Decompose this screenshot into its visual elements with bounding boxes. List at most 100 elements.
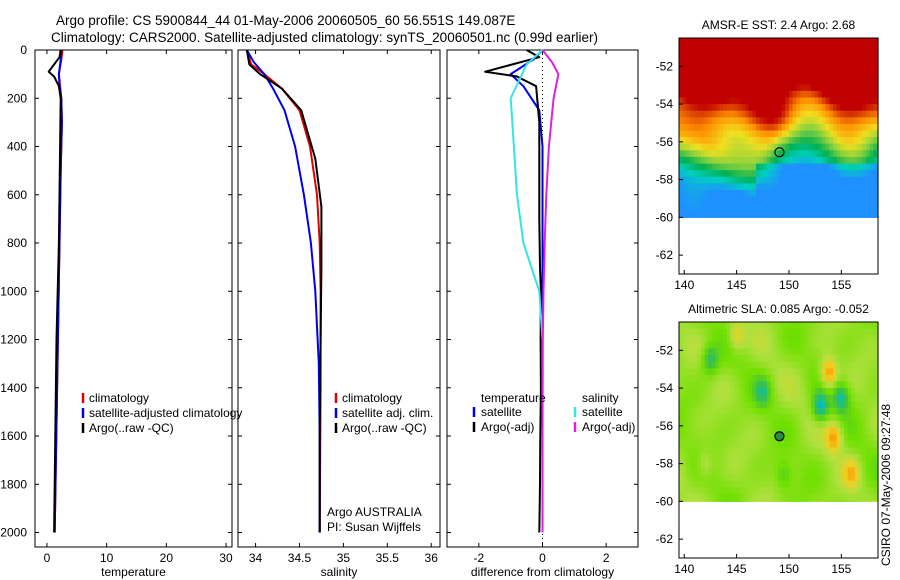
sla_map-heatmap-cell — [781, 440, 786, 449]
sla_map-heatmap-cell — [869, 500, 874, 502]
sla_map-heatmap-cell — [792, 480, 797, 488]
sla_map-heatmap-cell — [730, 394, 735, 402]
sla_map-heatmap-cell — [737, 447, 742, 455]
sst_map-heatmap-cell — [701, 130, 706, 138]
sla_map-heatmap-cell — [719, 454, 724, 462]
sla_map-heatmap-cell — [704, 454, 709, 462]
sst_map-heatmap-cell — [701, 64, 706, 72]
sst_map-heatmap-cell — [825, 130, 830, 138]
sla_map-heatmap-cell — [748, 328, 753, 336]
sst_map-heatmap-cell — [726, 64, 731, 72]
sst_map-heatmap-cell — [807, 77, 812, 85]
sst_map-heatmap-cell — [690, 117, 695, 125]
sla_map-heatmap-cell — [686, 434, 691, 442]
sst_map-heatmap-cell — [858, 183, 863, 191]
sst_map-heatmap-cell — [723, 150, 728, 158]
sla_map-heatmap-cell — [686, 341, 691, 349]
sla_map-heatmap-cell — [792, 381, 797, 389]
sst_map-heatmap-cell — [737, 84, 742, 92]
sst_map-heatmap-cell — [844, 150, 849, 158]
sst_map-heatmap-cell — [763, 123, 768, 132]
sst_map-heatmap-cell — [829, 44, 834, 52]
sla_map-heatmap-cell — [682, 500, 687, 502]
sla_map-heatmap-cell — [734, 487, 739, 495]
sla_map-heatmap-cell — [730, 493, 735, 501]
sst_map-heatmap-cell — [792, 203, 797, 211]
sla_map-heatmap-cell — [712, 467, 717, 475]
sla_map-heatmap-cell — [825, 493, 830, 501]
sst_map-heatmap-cell — [785, 38, 790, 46]
sla_map-heatmap-cell — [704, 328, 709, 336]
sla_map-heatmap-cell — [873, 355, 878, 363]
sla_map-heatmap-cell — [840, 427, 845, 435]
sla_map-heatmap-cell — [686, 381, 691, 389]
sla_map-heatmap-cell — [836, 474, 841, 482]
sst_map-heatmap-cell — [818, 77, 823, 85]
sla_map-heatmap-cell — [858, 440, 863, 449]
sla_map-heatmap-cell — [785, 467, 790, 475]
sla_map-heatmap-cell — [715, 335, 720, 343]
sla_map-heatmap-cell — [785, 500, 790, 502]
sst_map-heatmap-cell — [869, 117, 874, 125]
sla_map-heatmap-cell — [741, 427, 746, 435]
sst_map-frame — [678, 37, 879, 275]
sla_map-heatmap-cell — [715, 381, 720, 389]
sla_map-heatmap-cell — [679, 454, 684, 462]
sla_map-heatmap-cell — [759, 388, 764, 396]
sst_map-heatmap-cell — [726, 203, 731, 211]
sla_map-heatmap-cell — [800, 407, 805, 416]
sst_map-heatmap-cell — [679, 143, 684, 151]
sst_map-heatmap-cell — [873, 130, 878, 138]
sst_map-heatmap-cell — [840, 143, 845, 151]
sst_map-heatmap-cell — [866, 183, 871, 191]
sst_map-heatmap-cell — [730, 84, 735, 92]
sst_map-heatmap-cell — [737, 97, 742, 105]
sla_map-heatmap-cell — [734, 440, 739, 449]
sst_map-heatmap-cell — [789, 64, 794, 72]
sst_map-heatmap-cell — [844, 176, 849, 184]
sst_map-heatmap-cell — [741, 71, 746, 79]
sst_map-heatmap-cell — [847, 110, 852, 118]
sla_map-heatmap-cell — [800, 388, 805, 396]
sla_map-heatmap-cell — [741, 394, 746, 402]
sla_map-heatmap-cell — [873, 328, 878, 336]
sla_map-heatmap-cell — [862, 414, 867, 422]
sst_map-heatmap-cell — [767, 57, 772, 65]
sla_map-heatmap-cell — [833, 361, 838, 369]
sst_map-heatmap-cell — [862, 117, 867, 125]
sla_map-heatmap-cell — [851, 447, 856, 455]
sst_map-heatmap-cell — [697, 216, 702, 218]
sst_map-heatmap-cell — [807, 143, 812, 151]
sla_map-heatmap-cell — [726, 474, 731, 482]
sla_map-heatmap-cell — [873, 374, 878, 383]
sst_map-heatmap-cell — [767, 163, 772, 171]
sla_map-heatmap-cell — [862, 500, 867, 502]
sst_map-heatmap-cell — [858, 196, 863, 204]
sst_map-heatmap-cell — [748, 123, 753, 132]
sla_map-heatmap-cell — [829, 427, 834, 435]
sst_map-heatmap-cell — [833, 150, 838, 158]
sst_map-heatmap-cell — [697, 71, 702, 79]
sst_map-heatmap-cell — [690, 71, 695, 79]
sst_map-heatmap-cell — [693, 51, 698, 59]
sla_map-heatmap-cell — [704, 348, 709, 356]
sla_map-heatmap-cell — [869, 355, 874, 363]
sst_map-heatmap-cell — [686, 156, 691, 165]
sst_map-heatmap-cell — [829, 90, 834, 99]
sst_map-heatmap-cell — [697, 176, 702, 184]
sst_map-heatmap-cell — [723, 110, 728, 118]
sst_map-heatmap-cell — [708, 77, 713, 85]
sst_map-xtick-label: 155 — [831, 278, 851, 292]
sst_map-heatmap-cell — [866, 163, 871, 171]
sla_map-heatmap-cell — [847, 440, 852, 449]
sst_map-heatmap-cell — [844, 143, 849, 151]
sla_map-heatmap-cell — [800, 467, 805, 475]
sla_map-heatmap-cell — [862, 434, 867, 442]
sst_map-heatmap-cell — [840, 183, 845, 191]
sst_map-heatmap-cell — [825, 216, 830, 218]
sla_map-heatmap-cell — [778, 355, 783, 363]
sst_map-heatmap-cell — [767, 190, 772, 198]
sst_map-heatmap-cell — [737, 110, 742, 118]
sla_map-heatmap-cell — [741, 467, 746, 475]
sla_map-heatmap-cell — [726, 440, 731, 449]
